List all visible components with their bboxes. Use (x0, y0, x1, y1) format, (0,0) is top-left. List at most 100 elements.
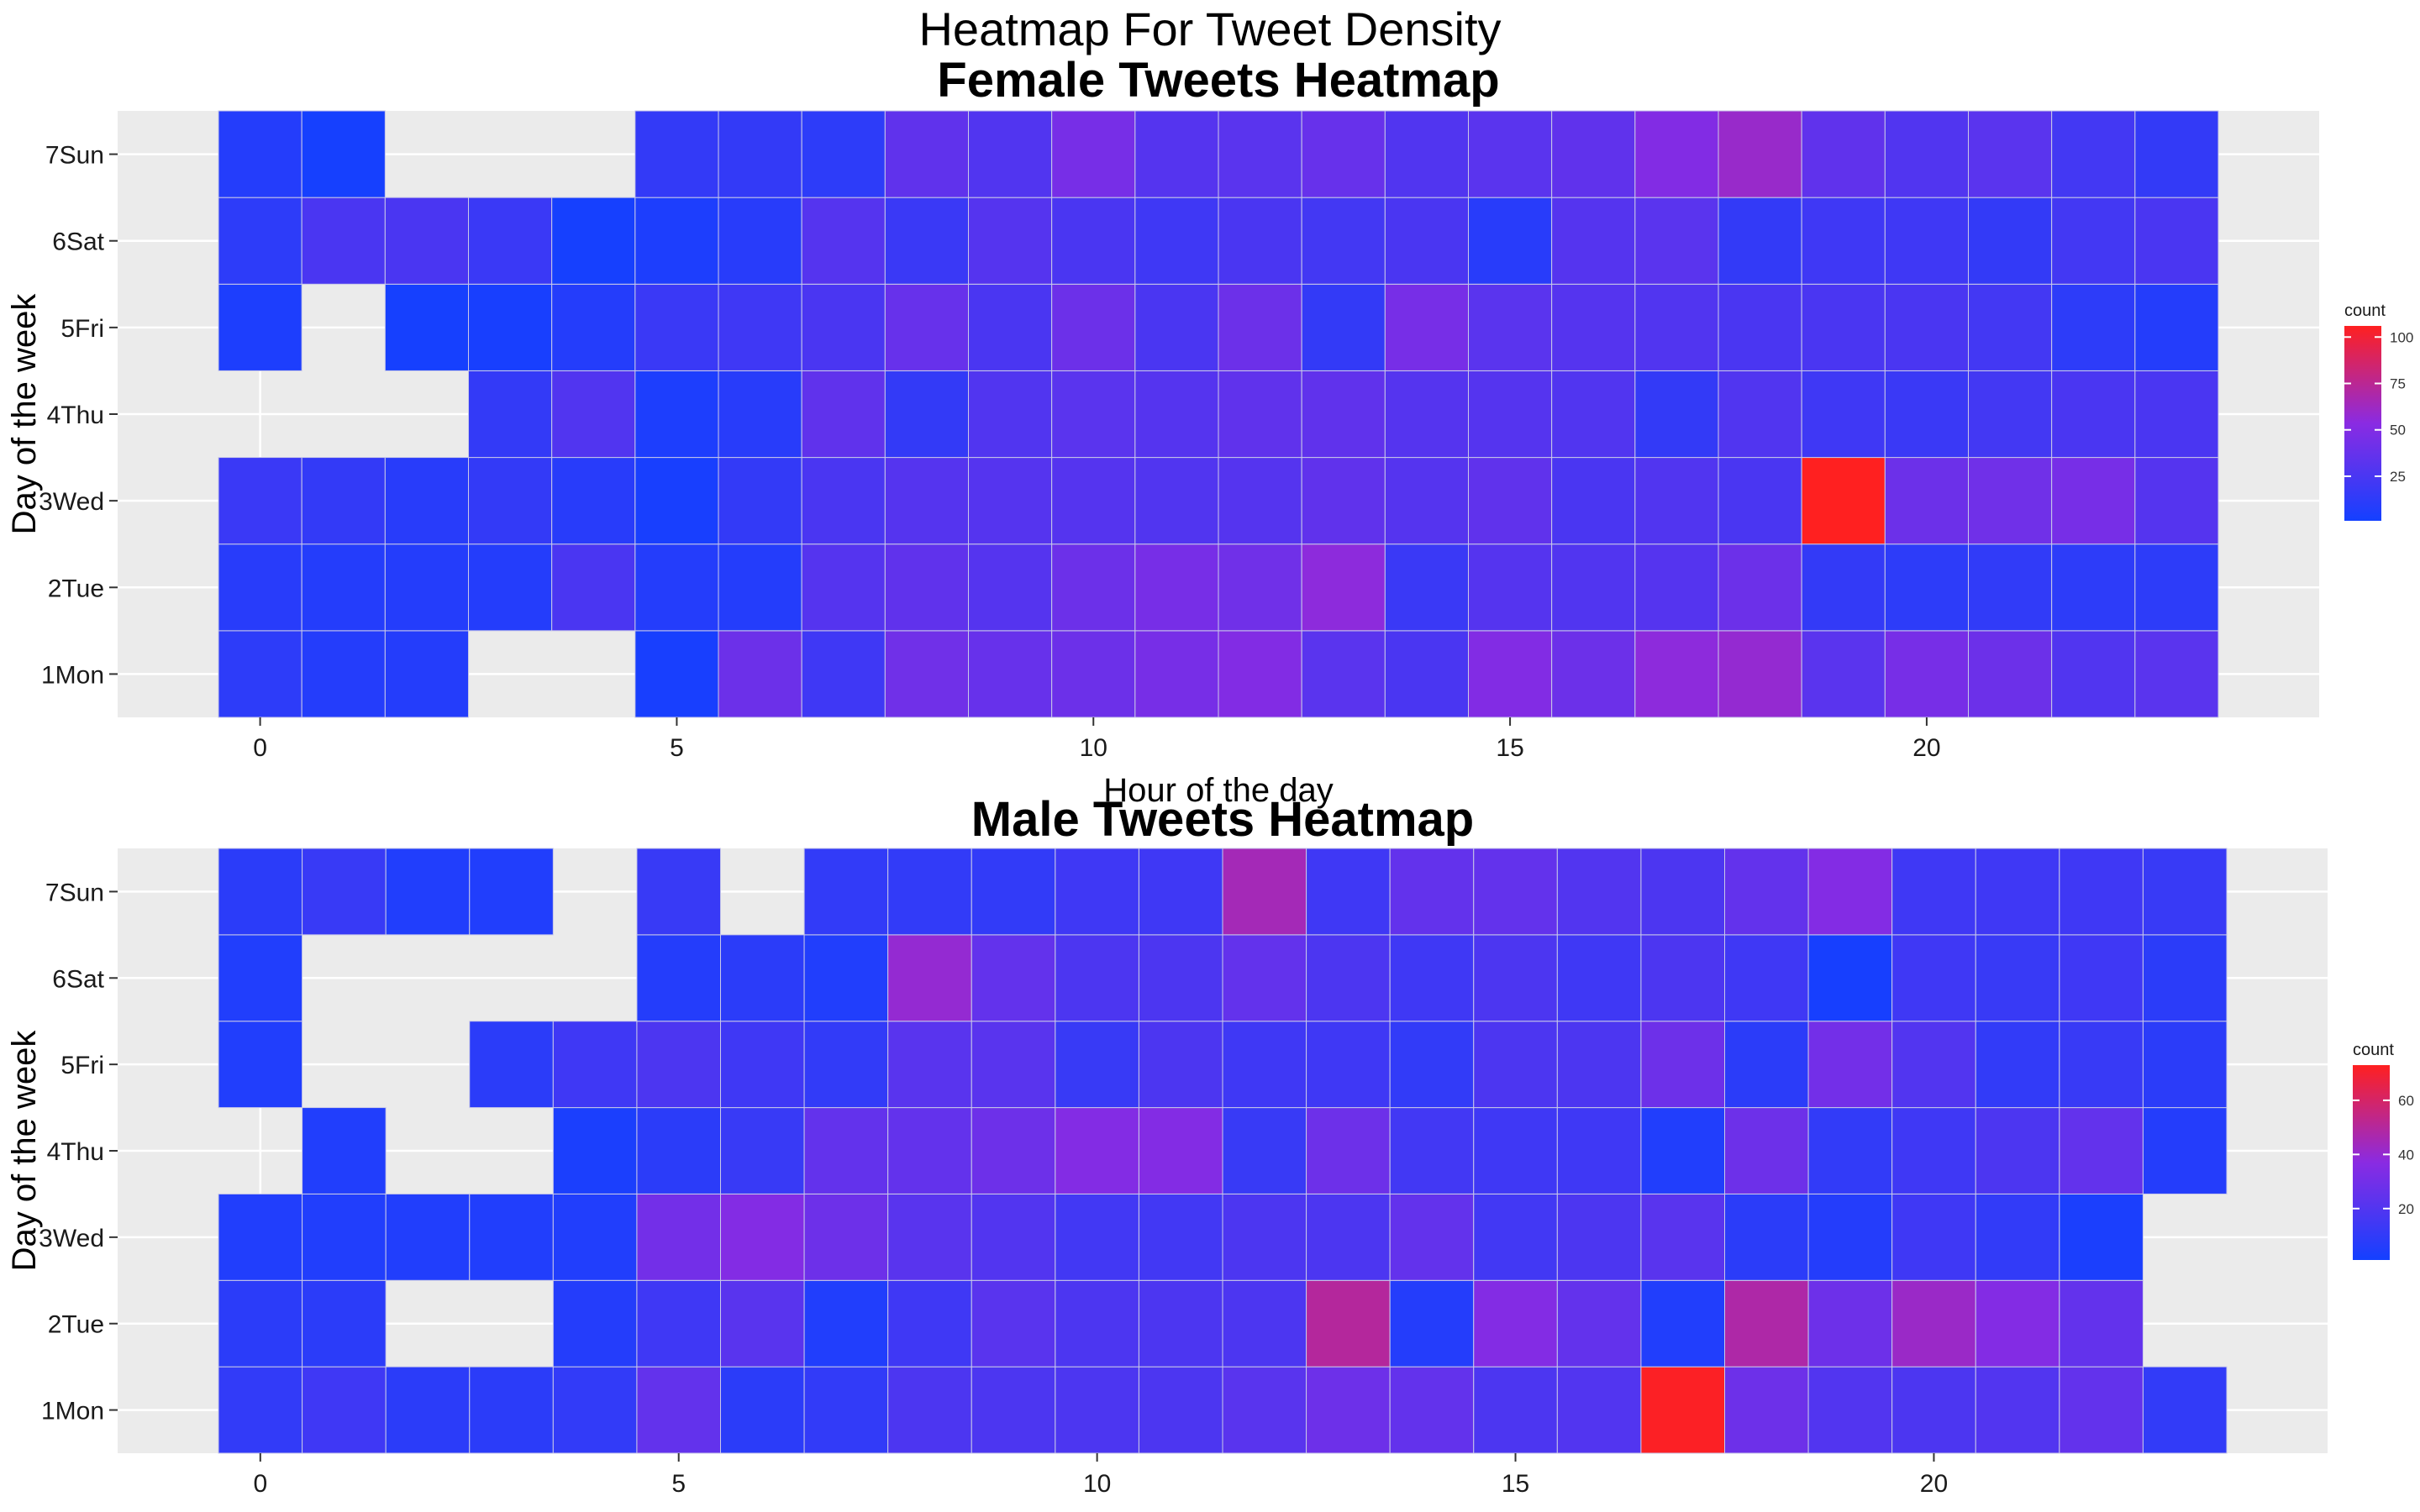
heatmap-cell (801, 197, 886, 285)
heatmap-cell (384, 197, 470, 285)
legend-colorbar (2344, 326, 2381, 521)
heatmap-cell (1634, 370, 1719, 459)
heatmap-cell (1384, 543, 1470, 632)
heatmap-cell (1556, 1107, 1642, 1194)
heatmap-cell (302, 848, 387, 936)
heatmap-cell (1891, 848, 1976, 936)
x-tick-label: 15 (1502, 1470, 1529, 1498)
heatmap-cell (1218, 283, 1302, 371)
heatmap-cell (1634, 283, 1719, 371)
heatmap-cell (469, 848, 554, 936)
heatmap-cell (971, 848, 1056, 936)
heatmap-cell (2134, 370, 2219, 459)
y-tick-label: 1Mon (41, 1398, 104, 1425)
heatmap-cell (1884, 457, 1969, 545)
heatmap-cell (384, 457, 470, 545)
heatmap-cell (301, 457, 386, 545)
heatmap-cell (1138, 1021, 1223, 1109)
heatmap-cell (551, 543, 636, 632)
heatmap-cell (1389, 1366, 1475, 1454)
heatmap-cell (884, 543, 970, 632)
heatmap-cell (884, 630, 970, 718)
heatmap-cell (634, 630, 719, 718)
y-axis-label: Day of the week (6, 293, 43, 535)
heatmap-cell (636, 1279, 722, 1368)
x-tick-label: 5 (671, 1470, 686, 1498)
heatmap-cell (2134, 110, 2219, 198)
heatmap-cell (720, 1193, 805, 1281)
heatmap-cell (551, 370, 636, 459)
heatmap-cell (1975, 934, 2060, 1022)
legend-tick-label: 25 (2390, 469, 2406, 485)
heatmap-cell (1051, 457, 1136, 545)
heatmap-cell (1468, 630, 1553, 718)
heatmap-cell (1968, 283, 2053, 371)
heatmap-cell (1138, 1366, 1223, 1454)
heatmap-cell (1718, 197, 1802, 285)
heatmap-cell (1891, 934, 1976, 1022)
heatmap-cell (1807, 934, 1893, 1022)
y-tick-label: 5Fri (60, 315, 104, 343)
heatmap-cell (887, 1193, 972, 1281)
heatmap-cell (218, 1193, 303, 1281)
y-tick-label: 6Sat (52, 965, 104, 993)
heatmap-cell (1055, 1193, 1139, 1281)
heatmap-cell (1055, 1107, 1139, 1194)
heatmap-cell (1891, 1107, 1976, 1194)
heatmap-cell (1556, 1279, 1642, 1368)
heatmap-cell (1807, 1366, 1893, 1454)
heatmap-cell (968, 283, 1053, 371)
legend-tick-label: 50 (2390, 423, 2406, 438)
legend-tick-label: 60 (2398, 1093, 2414, 1109)
heatmap-cell (1884, 197, 1969, 285)
heatmap-cell (887, 934, 972, 1022)
heatmap-cell (2059, 848, 2144, 936)
heatmap-cell (1306, 1366, 1391, 1454)
heatmap-cell (801, 457, 886, 545)
heatmap-cell (1718, 630, 1802, 718)
heatmap-cell (1389, 1279, 1475, 1368)
heatmap-cell (968, 543, 1053, 632)
x-axis-label: Hour of the day (1103, 772, 1334, 809)
heatmap-cell (2051, 630, 2136, 718)
heatmap-cell (801, 110, 886, 198)
heatmap-cell (218, 1279, 303, 1368)
heatmap-cell (1724, 1366, 1809, 1454)
heatmap-cell (1801, 457, 1886, 545)
heatmap-cell (1551, 197, 1636, 285)
heatmap-cell (968, 630, 1053, 718)
heatmap-cell (884, 370, 970, 459)
heatmap-cell (1807, 1193, 1893, 1281)
heatmap-cell (218, 197, 302, 285)
heatmap-cell (1051, 630, 1136, 718)
heatmap-cell (1301, 370, 1386, 459)
heatmap-cell (1884, 283, 1969, 371)
heatmap-cell (2051, 370, 2136, 459)
heatmap-cell (634, 457, 719, 545)
heatmap-cell (218, 283, 302, 371)
heatmap-cell (384, 543, 470, 632)
heatmap-cell (634, 370, 719, 459)
heatmap-cell (718, 370, 802, 459)
heatmap-cell (884, 110, 970, 198)
heatmap-cell (1134, 457, 1219, 545)
heatmap-cell (1134, 197, 1219, 285)
heatmap-cell (1724, 848, 1809, 936)
heatmap-cell (1975, 1366, 2060, 1454)
heatmap-cell (1968, 457, 2053, 545)
heatmap-cell (1468, 197, 1553, 285)
heatmap-cell (385, 1366, 471, 1454)
heatmap-cell (718, 197, 802, 285)
heatmap-cell (1891, 1021, 1976, 1109)
heatmap-cell (1134, 543, 1219, 632)
heatmap-cell (1055, 934, 1139, 1022)
heatmap-cell (801, 283, 886, 371)
heatmap-cell (884, 283, 970, 371)
heatmap-cell (803, 1279, 889, 1368)
heatmap-cell (468, 283, 553, 371)
heatmap-cell (1301, 457, 1386, 545)
heatmap-cell (1634, 197, 1719, 285)
heatmap-cell (1807, 1107, 1893, 1194)
heatmap-cell (1473, 1279, 1558, 1368)
